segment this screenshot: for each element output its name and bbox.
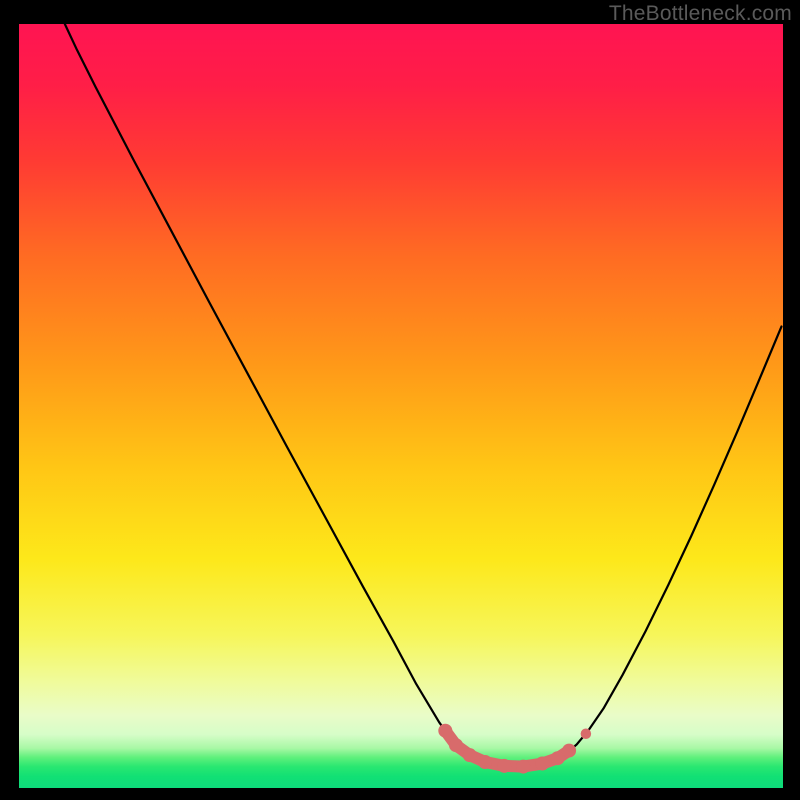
salmon-dot <box>516 760 530 774</box>
salmon-dot <box>562 744 576 758</box>
salmon-dot <box>478 755 492 769</box>
salmon-dot <box>535 757 549 771</box>
gradient-rect <box>19 24 783 788</box>
salmon-dot <box>497 759 511 773</box>
chart-svg <box>19 24 783 788</box>
salmon-extra-dot <box>581 729 592 740</box>
salmon-dot <box>449 738 463 752</box>
salmon-dot <box>438 724 452 738</box>
plot-area <box>19 24 783 788</box>
salmon-dot <box>463 748 477 762</box>
salmon-dot <box>551 751 565 765</box>
watermark-text: TheBottleneck.com <box>609 2 792 26</box>
stage: TheBottleneck.com <box>0 0 800 800</box>
